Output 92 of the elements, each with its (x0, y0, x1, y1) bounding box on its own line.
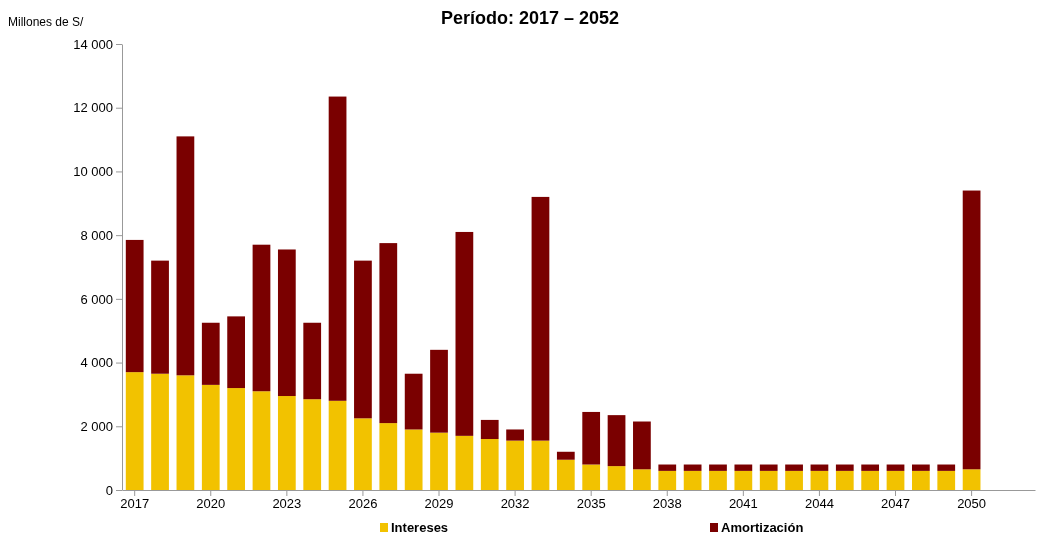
x-tick-label: 2044 (804, 496, 834, 512)
bar (810, 470, 829, 490)
bar (683, 470, 702, 490)
bar (658, 464, 677, 471)
bar (861, 464, 880, 471)
bar (328, 96, 347, 401)
bar (176, 136, 195, 376)
y-tick-label: 12 000 (73, 100, 113, 116)
x-tick-label: 2026 (348, 496, 378, 512)
bar (709, 464, 727, 471)
y-tick-label: 14 000 (73, 36, 113, 52)
bar (556, 451, 575, 460)
bar (759, 464, 778, 471)
x-tick-label: 2029 (424, 496, 454, 512)
bar (683, 464, 702, 471)
bar (455, 231, 474, 436)
bar (912, 464, 930, 471)
x-tick-label: 2023 (272, 496, 302, 512)
bar (176, 375, 195, 490)
bar (379, 423, 398, 490)
bar (201, 384, 220, 490)
bar (835, 464, 854, 471)
bar (125, 372, 144, 490)
bar (709, 470, 727, 490)
bar (201, 322, 220, 385)
x-tick-label: 2032 (500, 496, 530, 512)
bar (227, 316, 245, 389)
bar (810, 464, 829, 471)
x-tick-label: 2038 (652, 496, 682, 512)
bar (404, 373, 423, 430)
chart-title: Período: 2017 – 2052 (440, 8, 620, 28)
y-tick-label: 4 000 (80, 355, 113, 371)
bar (633, 421, 651, 470)
bar (785, 470, 803, 490)
bar (785, 464, 803, 471)
y-tick-label: 10 000 (73, 164, 113, 180)
bar (759, 470, 778, 490)
bar (430, 432, 448, 490)
bar (455, 435, 474, 490)
legend-label: Intereses (391, 520, 449, 535)
bar (937, 464, 956, 471)
x-tick-label: 2035 (576, 496, 606, 512)
bar (861, 470, 880, 490)
bar (125, 239, 144, 373)
bar (886, 464, 905, 471)
bar (506, 440, 524, 490)
x-tick-label: 2017 (120, 496, 150, 512)
bar (506, 429, 524, 441)
bar (480, 439, 499, 490)
bar (937, 470, 956, 490)
x-tick-label: 2020 (196, 496, 226, 512)
bar (328, 400, 347, 490)
bar (886, 470, 905, 490)
bar (835, 470, 854, 490)
y-tick-label: 8 000 (80, 227, 113, 243)
bar (607, 466, 626, 490)
bar (734, 464, 753, 471)
y-tick-label: 0 (105, 482, 113, 498)
bar (277, 249, 296, 397)
bar (556, 459, 575, 490)
bar (531, 440, 550, 490)
x-tick-label: 2041 (728, 496, 758, 512)
bar (379, 243, 398, 424)
bar (962, 190, 981, 470)
bar (277, 396, 296, 490)
bar (252, 244, 271, 392)
x-tick-label: 2050 (957, 496, 987, 512)
bar (633, 469, 651, 490)
bar (658, 470, 677, 490)
bar (430, 349, 448, 433)
bar (151, 373, 169, 490)
bar (912, 470, 930, 490)
y-tick-label: 2 000 (80, 418, 113, 434)
bar (227, 388, 245, 490)
bar (354, 418, 372, 490)
x-tick-label: 2047 (881, 496, 910, 512)
bar (962, 469, 981, 490)
bar (607, 415, 626, 467)
bar (582, 411, 601, 465)
bar (303, 322, 322, 400)
bar (582, 464, 601, 490)
bar (303, 399, 322, 490)
bar (531, 196, 550, 441)
bar (480, 419, 499, 440)
bar (404, 429, 423, 490)
bar (354, 260, 372, 419)
bar (734, 470, 753, 490)
y-tick-label: 6 000 (80, 291, 113, 307)
y-axis-title: Millones de S/ (8, 15, 85, 29)
bar (151, 260, 169, 374)
bar (252, 391, 271, 490)
legend-label: Amortización (721, 520, 804, 535)
